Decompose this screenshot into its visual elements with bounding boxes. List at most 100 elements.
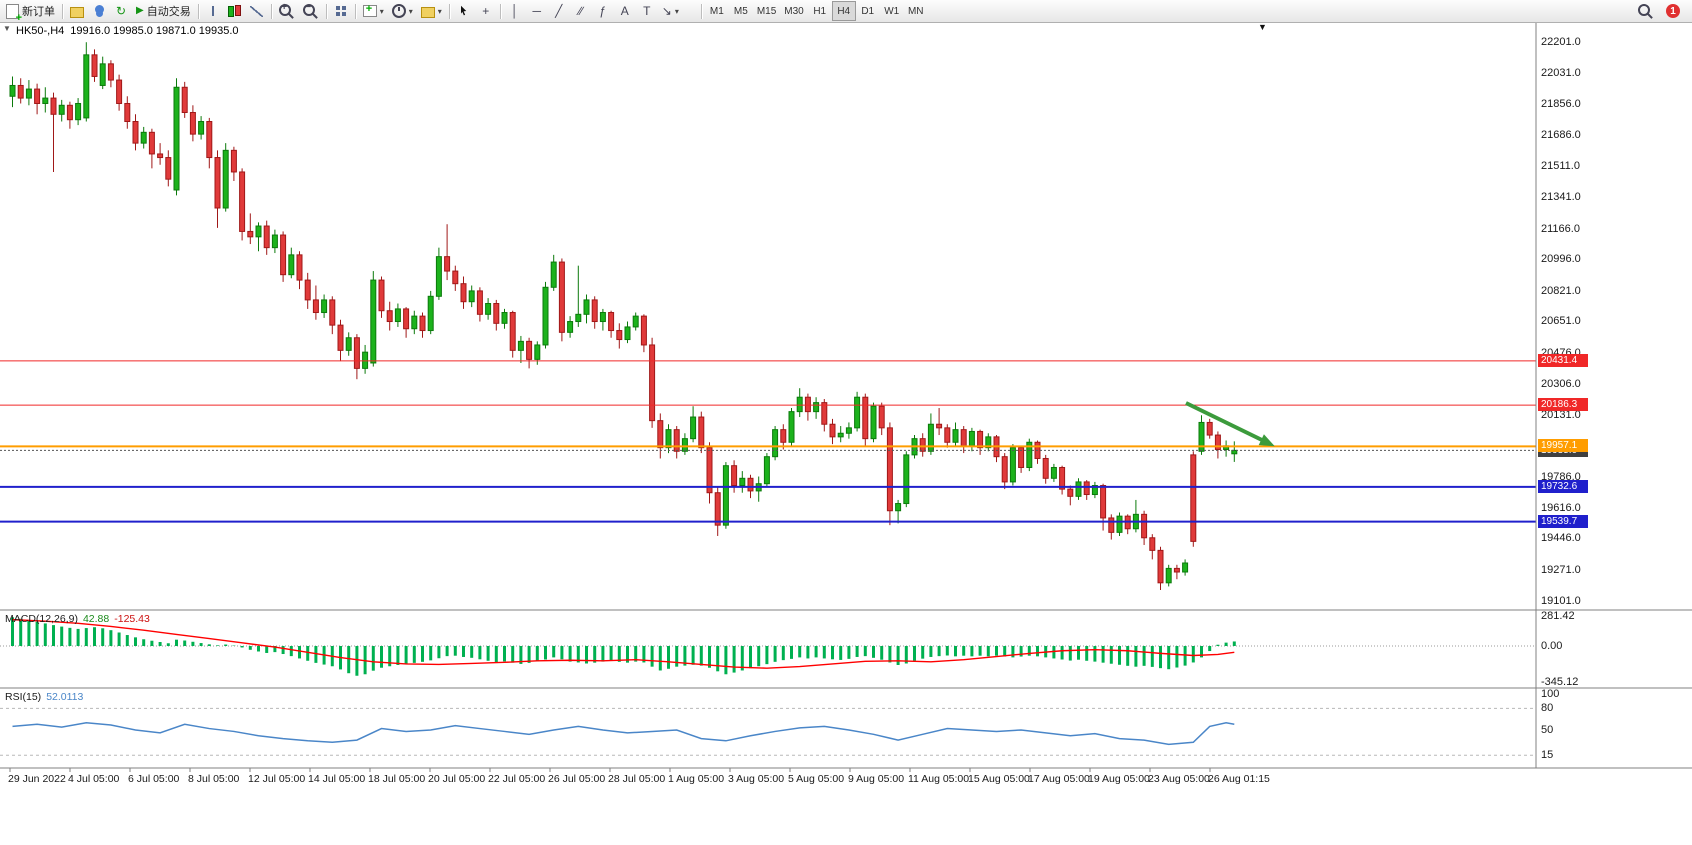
- periods-button[interactable]: ▾: [388, 1, 417, 21]
- chevron-down-icon: ▾: [379, 6, 384, 16]
- toolbar-divider: [197, 3, 199, 19]
- text-label-icon: T: [643, 4, 651, 18]
- toolbar-divider: [325, 3, 327, 19]
- fibonacci-icon: ƒ: [599, 4, 607, 18]
- chart-ohlc-values: 19916.0 19985.0 19871.0 19935.0: [70, 25, 239, 37]
- price-axis-label: 20821.0: [1541, 284, 1581, 297]
- text-icon: A: [620, 4, 629, 18]
- trendline-icon: ╱: [555, 4, 563, 18]
- accounts-button[interactable]: [88, 1, 110, 21]
- bar-chart-button[interactable]: [202, 1, 224, 21]
- macd-scale-label: -345.12: [1541, 676, 1579, 688]
- chevron-down-icon: ▾: [437, 6, 442, 16]
- fibonacci-tool-button[interactable]: ƒ: [592, 1, 614, 21]
- crosshair-button[interactable]: +: [475, 1, 497, 21]
- arrows-shapes-icon: ↘: [661, 4, 672, 18]
- text-label-tool-button[interactable]: T: [636, 1, 658, 21]
- horizontal-line-tool-button[interactable]: ─: [526, 1, 548, 21]
- toolbar-divider: [448, 3, 450, 19]
- new-chart-button[interactable]: ▾: [359, 1, 388, 21]
- timeframe-m15[interactable]: M15: [753, 1, 780, 21]
- rsi-indicator-label: RSI(15) 52.0113: [5, 691, 83, 703]
- new-chart-icon: [362, 3, 377, 17]
- trendline-tool-button[interactable]: ╱: [548, 1, 570, 21]
- timeframe-h1[interactable]: H1: [808, 1, 832, 21]
- cursor-icon: [460, 5, 466, 16]
- new-order-button[interactable]: 新订单: [2, 1, 59, 24]
- timeframe-d1[interactable]: D1: [856, 1, 880, 21]
- timeframe-m30[interactable]: M30: [780, 1, 807, 21]
- date-axis-label: 23 Aug 05:00: [1148, 773, 1210, 785]
- toolbar-divider: [62, 3, 63, 19]
- macd-signal-value: -125.43: [114, 613, 150, 625]
- chart-title: HK50-,H4 19916.0 19985.0 19871.0 19935.0: [16, 25, 245, 37]
- date-axis-label: 15 Aug 05:00: [968, 773, 1030, 785]
- price-axis-label: 21341.0: [1541, 191, 1581, 203]
- channel-icon: ∕∕: [578, 4, 583, 18]
- charts-profile-button[interactable]: [66, 1, 88, 21]
- templates-button[interactable]: ▾: [417, 1, 446, 21]
- toolbar-divider: [354, 3, 356, 19]
- chevron-down-icon: ▾: [674, 6, 679, 16]
- vertical-line-tool-button[interactable]: │: [504, 1, 526, 21]
- search-button[interactable]: [1634, 1, 1658, 21]
- timeframe-m5[interactable]: M5: [729, 1, 753, 21]
- rsi-scale-label: 100: [1541, 688, 1560, 700]
- text-tool-button[interactable]: A: [614, 1, 636, 21]
- zoom-out-button[interactable]: [299, 1, 323, 21]
- price-axis-label: 19446.0: [1541, 532, 1581, 545]
- date-axis-label: 4 Jul 05:00: [68, 773, 120, 785]
- date-axis-label: 19 Aug 05:00: [1088, 773, 1150, 785]
- new-order-icon: [6, 3, 22, 24]
- profile-folder-icon: [70, 6, 84, 18]
- scroll-position-marker-icon[interactable]: ▼: [1258, 22, 1267, 32]
- line-chart-button[interactable]: [246, 1, 268, 21]
- level-price-box: 20186.3: [1538, 398, 1588, 412]
- price-axis-label: 22031.0: [1541, 66, 1581, 79]
- crosshair-icon: +: [482, 4, 490, 18]
- autotrading-button[interactable]: ▶ 自动交易: [132, 1, 195, 21]
- timeframe-m1[interactable]: M1: [705, 1, 729, 21]
- chart-symbol-period: HK50-,H4: [16, 25, 65, 37]
- date-axis-label: 3 Aug 05:00: [728, 773, 785, 785]
- rsi-scale-label: 15: [1541, 749, 1554, 762]
- macd-name: MACD(12,26,9): [5, 613, 78, 625]
- candlestick-chart-button[interactable]: [224, 1, 246, 21]
- rsi-value: 52.0113: [46, 691, 84, 703]
- chart-area[interactable]: ▼ HK50-,H4 19916.0 19985.0 19871.0 19935.…: [0, 22, 1692, 845]
- price-axis-label: 22201.0: [1541, 36, 1581, 49]
- notification-badge[interactable]: 1: [1666, 4, 1680, 18]
- user-icon: [94, 5, 104, 14]
- horizontal-line-icon: ─: [532, 4, 541, 18]
- price-chart-canvas[interactable]: [0, 22, 1692, 845]
- macd-indicator-label: MACD(12,26,9) 42.88 -125.43: [5, 613, 150, 625]
- timeframe-w1[interactable]: W1: [880, 1, 904, 21]
- zoom-in-icon: [278, 2, 291, 16]
- toolbar-divider: [270, 3, 272, 19]
- new-order-label: 新订单: [22, 6, 55, 18]
- date-axis-label: 17 Aug 05:00: [1028, 773, 1090, 785]
- price-axis-label: 19101.0: [1541, 594, 1581, 607]
- autotrading-label: 自动交易: [146, 6, 191, 18]
- macd-scale-label: 0.00: [1541, 640, 1563, 652]
- tile-windows-button[interactable]: [330, 1, 352, 21]
- one-click-trading-collapse-icon[interactable]: ▼: [3, 24, 11, 33]
- main-toolbar: 新订单 ↻ ▶ 自动交易 ▾ ▾ ▾: [0, 0, 1692, 24]
- refresh-button[interactable]: ↻: [110, 1, 132, 21]
- date-axis-label: 29 Jun 2022: [8, 773, 66, 785]
- refresh-icon: ↻: [115, 4, 127, 18]
- date-axis-label: 26 Jul 05:00: [548, 773, 606, 785]
- channel-tool-button[interactable]: ∕∕: [570, 1, 592, 21]
- timeframe-mn[interactable]: MN: [904, 1, 928, 21]
- cursor-button[interactable]: [453, 1, 475, 21]
- timeframe-h4[interactable]: H4: [831, 1, 856, 21]
- toolbar-divider: [700, 3, 702, 19]
- zoom-in-button[interactable]: [275, 1, 299, 21]
- price-axis-label: 20306.0: [1541, 377, 1581, 390]
- price-axis-label: 20131.0: [1541, 409, 1581, 422]
- shapes-tool-button[interactable]: ↘ ▾: [658, 1, 683, 21]
- zoom-out-icon: [302, 2, 315, 16]
- notification-count: 1: [1666, 4, 1680, 18]
- price-axis-label: 21166.0: [1541, 222, 1580, 235]
